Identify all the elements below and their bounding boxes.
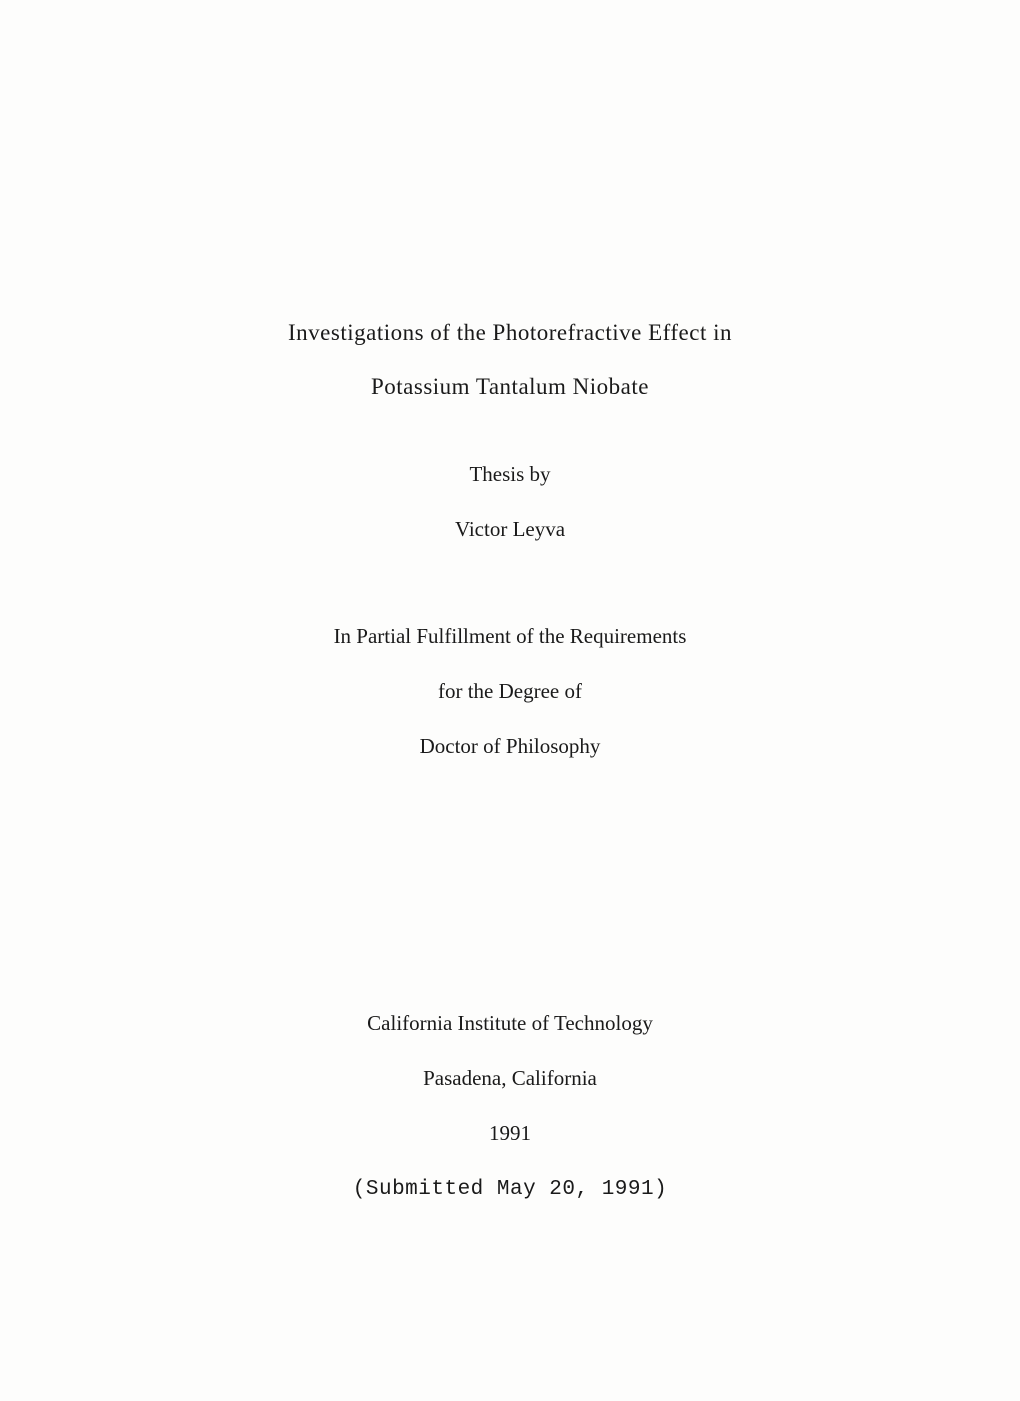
author-name: Victor Leyva bbox=[455, 517, 565, 542]
title-line-2: Potassium Tantalum Niobate bbox=[288, 374, 732, 400]
fulfillment-line-1: In Partial Fulfillment of the Requiremen… bbox=[334, 624, 687, 649]
thesis-by-label: Thesis by bbox=[455, 462, 565, 487]
thesis-title-page: Investigations of the Photorefractive Ef… bbox=[0, 0, 1020, 1401]
title-line-1: Investigations of the Photorefractive Ef… bbox=[288, 320, 732, 346]
institution-location: Pasadena, California bbox=[353, 1066, 667, 1091]
title-block: Investigations of the Photorefractive Ef… bbox=[288, 320, 732, 400]
author-block: Thesis by Victor Leyva bbox=[455, 462, 565, 542]
fulfillment-line-2: for the Degree of bbox=[334, 679, 687, 704]
submitted-date: (Submitted May 20, 1991) bbox=[353, 1178, 667, 1201]
institution-block: California Institute of Technology Pasad… bbox=[353, 1011, 667, 1201]
institution-name: California Institute of Technology bbox=[353, 1011, 667, 1036]
fulfillment-line-3: Doctor of Philosophy bbox=[334, 734, 687, 759]
institution-year: 1991 bbox=[353, 1121, 667, 1146]
fulfillment-block: In Partial Fulfillment of the Requiremen… bbox=[334, 624, 687, 759]
